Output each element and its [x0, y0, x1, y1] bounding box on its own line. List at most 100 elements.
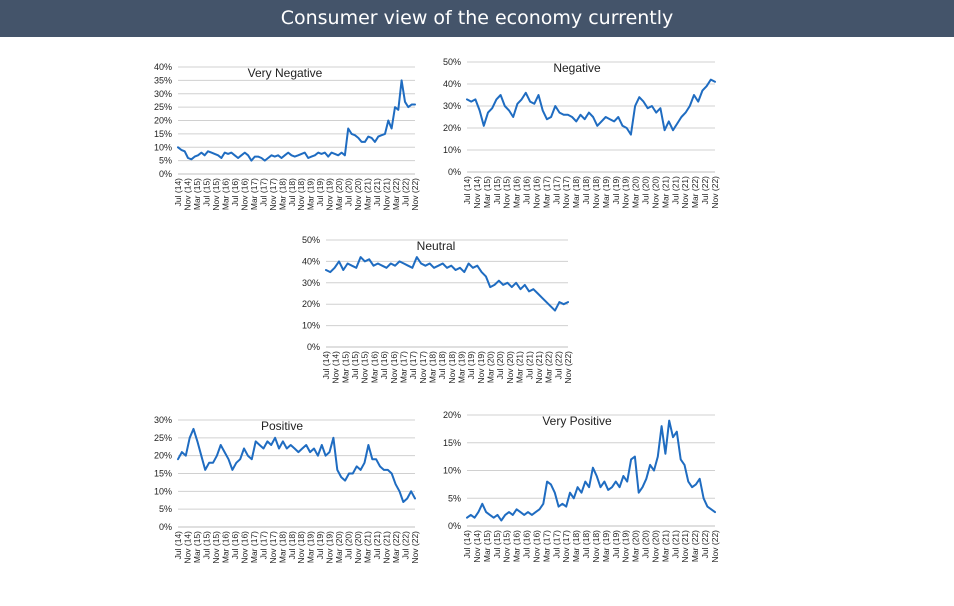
x-tick-label: Nov (19): [325, 531, 335, 564]
series-line: [466, 78, 716, 136]
y-tick-label: 10%: [154, 142, 172, 152]
x-tick-label: Jul (15): [492, 176, 502, 205]
x-tick-label: Mar (15): [482, 176, 492, 208]
y-tick-label: 5%: [448, 493, 461, 503]
x-tick-label: Nov (15): [211, 178, 221, 211]
x-tick-label: Nov (21): [680, 530, 690, 563]
x-tick-label: Nov (14): [331, 351, 341, 384]
x-tick-label: Jul (16): [522, 176, 532, 205]
x-tick-label: Nov (19): [476, 351, 486, 384]
x-tick-label: Jul (15): [492, 530, 502, 559]
y-tick-label: 5%: [159, 504, 172, 514]
x-tick-label: Jul (14): [462, 176, 472, 205]
y-tick-label: 0%: [159, 522, 172, 532]
y-tick-label: 30%: [154, 89, 172, 99]
y-tick-label: 30%: [302, 278, 320, 288]
x-tick-label: Jul (18): [581, 530, 591, 559]
x-tick-label: Nov (15): [502, 176, 512, 209]
x-tick-label: Mar (15): [192, 178, 202, 210]
x-tick-label: Nov (22): [710, 176, 720, 209]
x-tick-label: Nov (20): [353, 531, 363, 564]
x-tick-label: Jul (20): [641, 176, 651, 205]
x-tick-label: Nov (15): [502, 530, 512, 563]
x-tick-label: Nov (15): [211, 531, 221, 564]
y-tick-label: 15%: [443, 438, 461, 448]
x-tick-label: Mar (20): [334, 178, 344, 210]
x-tick-label: Nov (17): [561, 176, 571, 209]
x-tick-label: Jul (14): [321, 351, 331, 380]
x-tick-label: Nov (22): [563, 351, 573, 384]
x-tick-label: Jul (21): [670, 176, 680, 205]
x-tick-label: Mar (21): [660, 176, 670, 208]
y-tick-label: 30%: [154, 415, 172, 425]
chart-title: Very Negative: [248, 66, 323, 80]
y-tick-label: 10%: [443, 145, 461, 155]
x-tick-label: Jul (15): [350, 351, 360, 380]
x-tick-label: Jul (22): [401, 178, 411, 207]
y-tick-label: 40%: [443, 79, 461, 89]
x-tick-label: Jul (20): [344, 531, 354, 560]
x-tick-label: Jul (21): [670, 530, 680, 559]
x-tick-label: Nov (16): [531, 176, 541, 209]
y-tick-label: 0%: [448, 521, 461, 531]
y-tick-label: 20%: [443, 410, 461, 420]
y-tick-label: 10%: [154, 486, 172, 496]
x-tick-label: Mar (19): [306, 178, 316, 210]
x-tick-label: Nov (14): [182, 531, 192, 564]
x-tick-label: Jul (18): [437, 351, 447, 380]
x-tick-label: Mar (15): [192, 531, 202, 563]
x-tick-label: Mar (19): [601, 530, 611, 562]
page-title: Consumer view of the economy currently: [0, 0, 954, 37]
x-tick-label: Nov (18): [447, 351, 457, 384]
x-tick-label: Mar (16): [220, 178, 230, 210]
x-tick-label: Jul (18): [581, 176, 591, 205]
x-tick-label: Mar (22): [391, 178, 401, 210]
x-tick-label: Nov (14): [182, 178, 192, 211]
x-tick-label: Jul (17): [551, 530, 561, 559]
x-tick-label: Nov (16): [239, 178, 249, 211]
x-tick-label: Nov (20): [353, 178, 363, 211]
chart-title: Neutral: [417, 239, 456, 253]
x-tick-label: Jul (16): [230, 531, 240, 560]
x-tick-label: Mar (15): [482, 530, 492, 562]
x-tick-label: Nov (18): [296, 531, 306, 564]
x-tick-label: Nov (20): [650, 176, 660, 209]
x-tick-label: Nov (22): [710, 530, 720, 563]
x-tick-label: Jul (18): [287, 178, 297, 207]
x-tick-label: Nov (21): [680, 176, 690, 209]
x-tick-label: Mar (16): [369, 351, 379, 383]
x-tick-label: Mar (22): [690, 530, 700, 562]
x-tick-label: Nov (17): [268, 178, 278, 211]
x-tick-label: Mar (19): [457, 351, 467, 383]
series-line: [466, 419, 716, 522]
y-tick-label: 20%: [302, 299, 320, 309]
x-tick-label: Nov (20): [650, 530, 660, 563]
x-tick-label: Nov (17): [418, 351, 428, 384]
x-tick-label: Jul (22): [700, 176, 710, 205]
x-tick-label: Jul (14): [173, 531, 183, 560]
x-tick-label: Mar (20): [486, 351, 496, 383]
x-tick-label: Jul (17): [258, 178, 268, 207]
y-tick-label: 5%: [159, 156, 172, 166]
x-tick-label: Nov (18): [591, 530, 601, 563]
x-tick-label: Nov (19): [325, 178, 335, 211]
x-tick-label: Jul (18): [287, 531, 297, 560]
x-tick-label: Nov (16): [531, 530, 541, 563]
x-tick-label: Jul (19): [611, 176, 621, 205]
x-tick-label: Mar (20): [631, 176, 641, 208]
x-tick-label: Mar (16): [220, 531, 230, 563]
x-tick-label: Nov (21): [382, 531, 392, 564]
x-tick-label: Mar (21): [363, 531, 373, 563]
x-tick-label: Mar (17): [249, 531, 259, 563]
y-tick-label: 20%: [443, 123, 461, 133]
x-tick-label: Jul (16): [379, 351, 389, 380]
x-tick-label: Mar (16): [512, 530, 522, 562]
y-tick-label: 0%: [448, 167, 461, 177]
x-tick-label: Jul (16): [522, 530, 532, 559]
x-tick-label: Mar (22): [391, 531, 401, 563]
x-tick-label: Jul (22): [700, 530, 710, 559]
x-tick-label: Mar (21): [363, 178, 373, 210]
x-tick-label: Jul (19): [315, 531, 325, 560]
x-tick-label: Nov (19): [621, 176, 631, 209]
y-tick-label: 50%: [302, 235, 320, 245]
